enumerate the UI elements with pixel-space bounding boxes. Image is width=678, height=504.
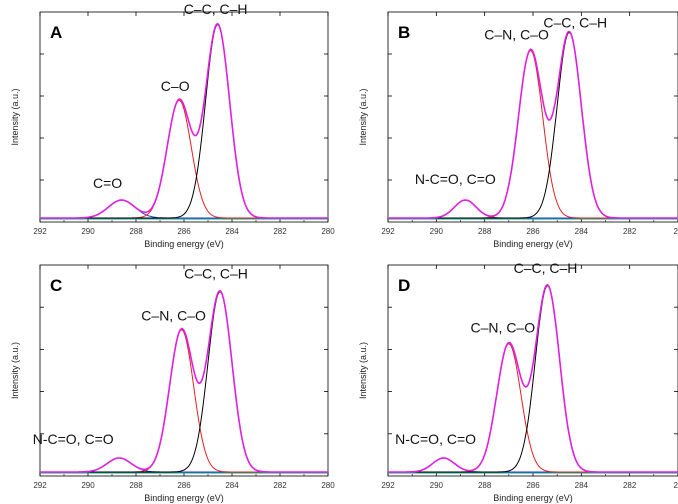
x-tick-label: 286 bbox=[177, 227, 191, 236]
x-tick-label: 292 bbox=[33, 227, 47, 236]
component-curve bbox=[40, 99, 328, 219]
peak-label: C–N, C–O bbox=[471, 320, 536, 336]
panel-c: 292 290 288 286 284 282 280 Binding energy (eV)… bbox=[10, 264, 335, 503]
component-curve bbox=[388, 31, 678, 219]
envelope-curve bbox=[40, 22, 328, 219]
peak-label: C–O bbox=[161, 78, 190, 94]
x-axis-label: Binding energy (eV) bbox=[493, 493, 573, 503]
component-curve bbox=[388, 49, 678, 219]
panel-letter: A bbox=[50, 23, 62, 42]
x-tick-label: 288 bbox=[478, 227, 492, 236]
x-tick-label: 290 bbox=[81, 481, 95, 490]
x-tick-label: 280 bbox=[321, 481, 335, 490]
component-curve bbox=[40, 199, 328, 219]
y-axis-label: Intensity (a.u.) bbox=[358, 342, 368, 399]
x-tick-label: 288 bbox=[129, 227, 143, 236]
x-axis-label: Binding energy (eV) bbox=[493, 239, 573, 249]
x-tick-label: 290 bbox=[81, 227, 95, 236]
peak-label: C–C, C–H bbox=[543, 14, 607, 30]
component-curve bbox=[40, 23, 328, 219]
x-axis-label: Binding energy (eV) bbox=[144, 239, 224, 249]
panel-letter: C bbox=[50, 276, 62, 295]
peak-label: N-C=O, C=O bbox=[395, 431, 476, 447]
y-axis-label: Intensity (a.u.) bbox=[358, 88, 368, 145]
y-axis-label: Intensity (a.u.) bbox=[10, 342, 20, 399]
panel-letter: D bbox=[398, 276, 410, 295]
x-tick-label: 284 bbox=[225, 227, 239, 236]
panel-letter: B bbox=[398, 23, 410, 42]
x-axis-label: Binding energy (eV) bbox=[144, 493, 224, 503]
x-tick-label: 284 bbox=[575, 481, 589, 490]
component-curve bbox=[40, 329, 328, 473]
panel-b: 292 290 288 286 284 282 28 Binding energy (eV) I… bbox=[358, 11, 678, 249]
peak-label: C–C, C–H bbox=[184, 1, 248, 17]
envelope-curve bbox=[388, 283, 678, 473]
envelope-curve bbox=[388, 30, 678, 219]
x-tick-label: 290 bbox=[430, 481, 444, 490]
x-tick-label: 282 bbox=[623, 227, 637, 236]
x-tick-label: 282 bbox=[623, 481, 637, 490]
x-tick-label: 286 bbox=[526, 227, 540, 236]
panel-d: 292 290 288 286 284 282 28 Binding energy (eV) I… bbox=[358, 260, 678, 503]
component-curve bbox=[388, 199, 678, 219]
plot-frame bbox=[387, 11, 678, 223]
peak-label: N-C=O, C=O bbox=[33, 431, 114, 447]
envelope-curve bbox=[40, 289, 328, 473]
x-tick-label: 288 bbox=[478, 481, 492, 490]
plot-frame bbox=[39, 11, 329, 223]
x-tick-label: 286 bbox=[177, 481, 191, 490]
x-tick-label: 284 bbox=[575, 227, 589, 236]
peak-label: N-C=O, C=O bbox=[415, 171, 496, 187]
x-tick-label: 292 bbox=[33, 481, 47, 490]
x-tick-label: 280 bbox=[321, 227, 335, 236]
peak-label: C–C, C–H bbox=[184, 266, 248, 282]
peak-label: C=O bbox=[93, 175, 122, 191]
x-tick-label: 282 bbox=[273, 227, 287, 236]
peak-label: C–N, C–O bbox=[484, 26, 549, 42]
x-tick-label: 292 bbox=[381, 481, 395, 490]
peak-label: C–N, C–O bbox=[141, 308, 206, 324]
x-tick-label: 288 bbox=[129, 481, 143, 490]
x-tick-label: 284 bbox=[225, 481, 239, 490]
y-axis-label: Intensity (a.u.) bbox=[10, 88, 20, 145]
x-tick-label: 28 bbox=[674, 227, 678, 236]
x-tick-label: 286 bbox=[526, 481, 540, 490]
x-tick-label: 292 bbox=[381, 227, 395, 236]
panel-a: 292 290 288 286 284 282 280 Binding energy (eV)… bbox=[10, 1, 335, 249]
x-tick-label: 282 bbox=[273, 481, 287, 490]
peak-label: C–C, C–H bbox=[514, 260, 578, 276]
x-tick-label: 290 bbox=[430, 227, 444, 236]
x-tick-label: 28 bbox=[674, 481, 678, 490]
